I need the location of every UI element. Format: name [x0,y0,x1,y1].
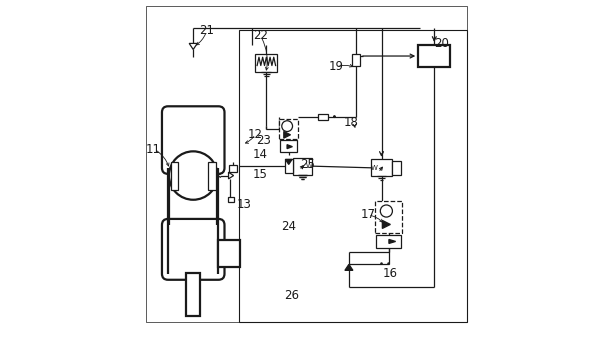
Text: 14: 14 [253,148,268,161]
Bar [229,165,237,172]
Circle shape [169,151,217,200]
Polygon shape [382,220,390,228]
Bar [376,235,401,247]
Bar [218,240,240,267]
Text: 13: 13 [236,198,251,211]
Text: 22: 22 [253,29,268,42]
Circle shape [381,205,393,217]
Text: 20: 20 [434,37,450,50]
Circle shape [380,262,383,265]
FancyBboxPatch shape [162,106,224,174]
Polygon shape [345,264,353,271]
Bar [280,140,297,152]
Bar [419,45,451,67]
Text: W: W [371,165,378,171]
Text: 21: 21 [199,24,214,38]
Text: W: W [306,163,313,169]
FancyBboxPatch shape [162,219,224,280]
Bar [374,201,402,233]
Polygon shape [189,43,197,49]
Text: 11: 11 [145,143,160,156]
Text: 12: 12 [248,128,263,141]
Bar [285,159,293,173]
Text: 18: 18 [344,116,359,129]
Text: 25: 25 [300,158,315,171]
Bar [255,54,277,72]
Bar [227,197,234,202]
Text: 24: 24 [281,220,296,233]
Bar [392,161,401,175]
Text: 19: 19 [329,60,344,74]
Text: 15: 15 [253,168,268,181]
Bar [279,119,298,139]
Polygon shape [284,132,290,138]
Polygon shape [229,172,234,179]
Circle shape [333,115,336,118]
Circle shape [282,121,293,132]
Bar [208,162,216,190]
Text: 23: 23 [257,135,271,147]
Bar [238,30,467,322]
Bar [293,158,312,175]
Polygon shape [287,145,292,149]
Circle shape [333,115,336,118]
Circle shape [387,262,390,265]
Bar [171,162,178,190]
Bar [352,54,359,66]
Bar [371,159,391,176]
Text: 26: 26 [284,289,299,302]
Text: 17: 17 [361,208,376,221]
Bar [186,273,200,316]
Polygon shape [389,239,396,243]
Text: 16: 16 [382,267,397,280]
Bar [318,114,328,120]
Polygon shape [286,159,292,164]
